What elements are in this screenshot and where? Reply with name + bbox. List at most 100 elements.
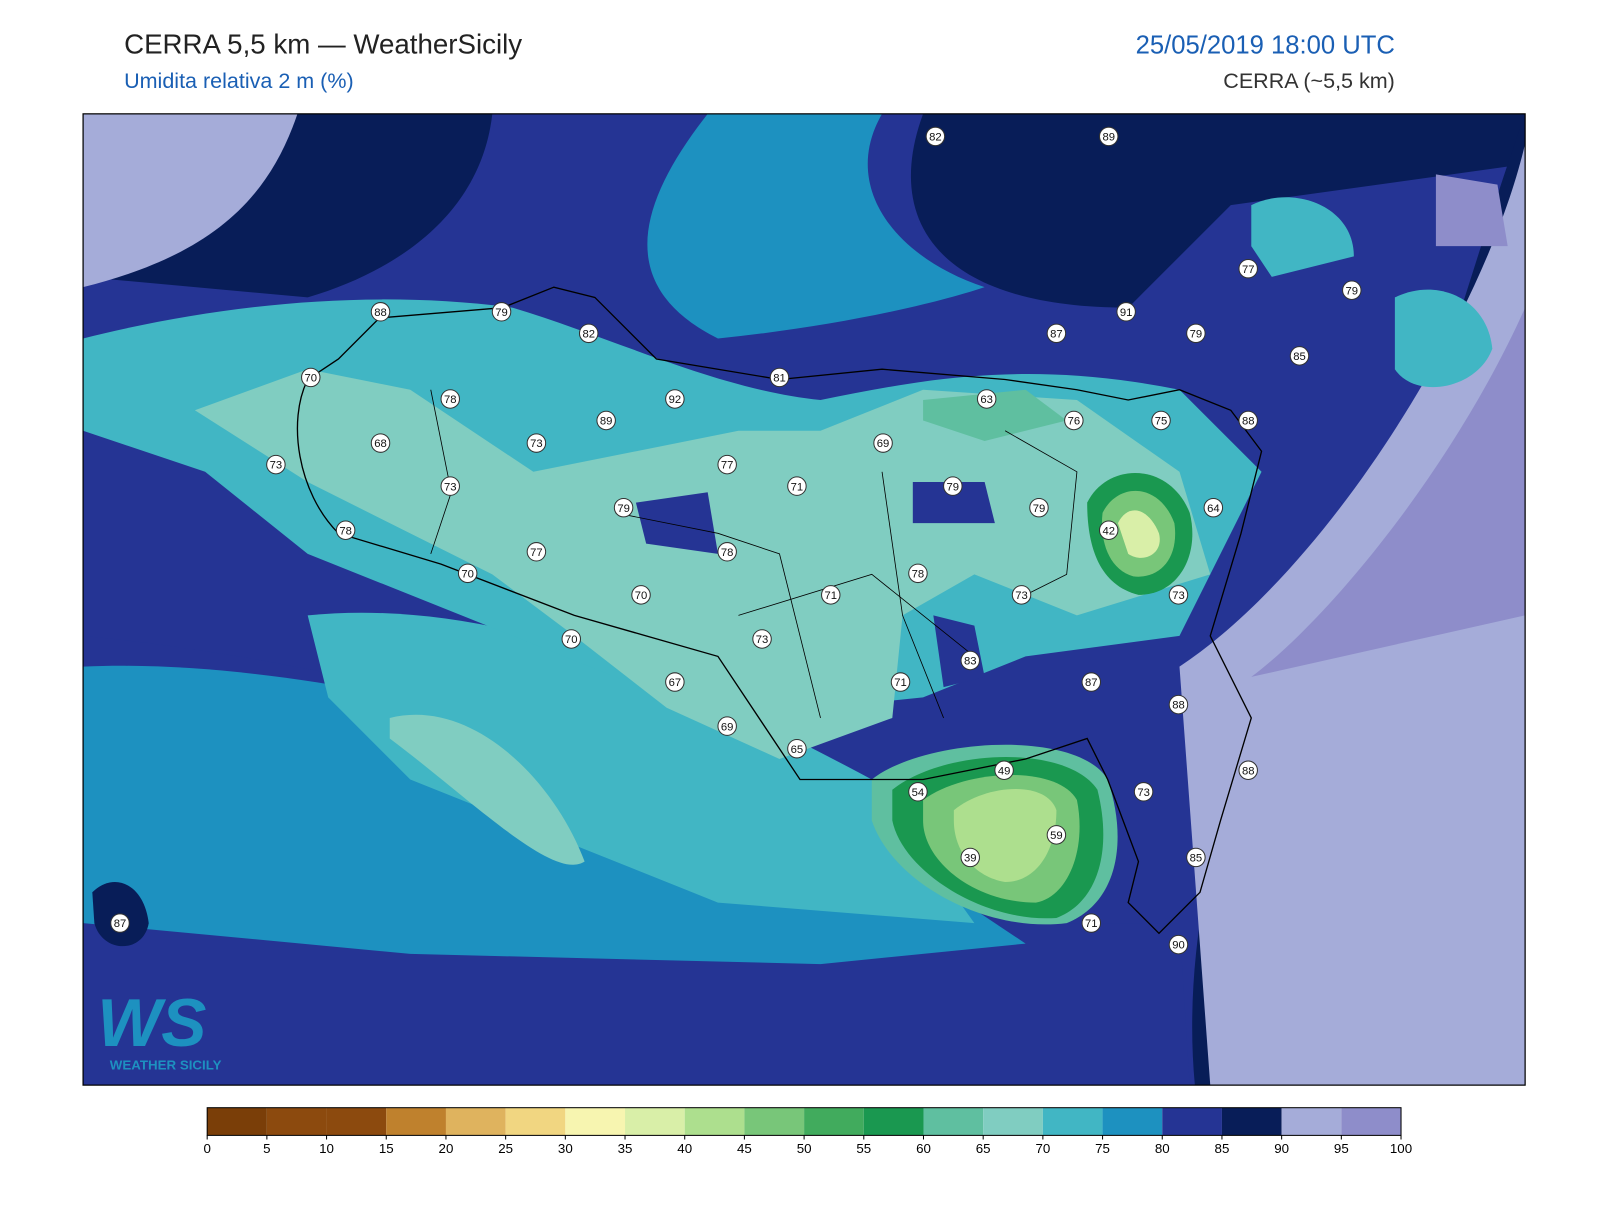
colorbar-segment bbox=[266, 1107, 327, 1136]
station-value: 73 bbox=[530, 438, 543, 450]
station-marker bbox=[1029, 497, 1049, 518]
station-value: 88 bbox=[1172, 700, 1185, 712]
colorbar-tick-label: 30 bbox=[558, 1141, 573, 1156]
station-marker bbox=[908, 782, 928, 802]
station-value: 67 bbox=[669, 677, 682, 689]
logo-text: WEATHER SICILY bbox=[110, 1058, 222, 1073]
station-value: 81 bbox=[773, 373, 786, 385]
station-value: 79 bbox=[1190, 328, 1203, 340]
colorbar-segment bbox=[1042, 1107, 1103, 1136]
station-marker bbox=[1133, 782, 1154, 802]
station-marker bbox=[1186, 323, 1206, 344]
colorbar-segment bbox=[505, 1107, 566, 1136]
station-value: 70 bbox=[635, 590, 648, 602]
station-marker bbox=[457, 563, 478, 584]
station-value: 92 bbox=[669, 394, 682, 406]
station-value: 88 bbox=[1242, 416, 1255, 428]
station-value: 73 bbox=[444, 481, 457, 493]
station-marker bbox=[1151, 410, 1171, 431]
station-marker bbox=[1168, 934, 1189, 955]
colorbar-tick-label: 40 bbox=[677, 1141, 692, 1156]
colorbar-tick-label: 20 bbox=[439, 1141, 454, 1156]
station-marker bbox=[717, 542, 737, 562]
station-marker bbox=[821, 585, 841, 605]
station-value: 75 bbox=[1155, 416, 1168, 428]
station-value: 78 bbox=[721, 547, 734, 559]
station-value: 71 bbox=[894, 677, 907, 689]
station-value: 59 bbox=[1050, 830, 1063, 842]
station-value: 88 bbox=[374, 307, 387, 319]
station-marker bbox=[890, 672, 911, 692]
station-marker bbox=[1098, 520, 1119, 540]
station-marker bbox=[335, 520, 356, 540]
station-value: 73 bbox=[1172, 590, 1185, 602]
colorbar-tick-label: 65 bbox=[976, 1141, 991, 1156]
colorbar-segment bbox=[863, 1107, 924, 1136]
colorbar-segment bbox=[1162, 1107, 1222, 1136]
station-value: 39 bbox=[964, 853, 977, 865]
colorbar-tick-label: 100 bbox=[1390, 1141, 1412, 1156]
station-value: 65 bbox=[791, 744, 804, 756]
station-value: 79 bbox=[495, 307, 508, 319]
colorbar-tick-label: 75 bbox=[1095, 1141, 1110, 1156]
colorbar-tick-label: 35 bbox=[618, 1141, 633, 1156]
station-value: 76 bbox=[1068, 416, 1081, 428]
colorbar-segment bbox=[1281, 1107, 1342, 1136]
station-marker bbox=[631, 585, 651, 605]
colorbar-segment bbox=[923, 1107, 984, 1136]
colorbar-segment bbox=[1341, 1107, 1402, 1136]
station-marker bbox=[1238, 258, 1258, 279]
map-frame bbox=[82, 113, 1526, 1086]
colorbar-segment bbox=[744, 1107, 805, 1136]
station-value: 70 bbox=[461, 568, 474, 580]
colorbar-tick-label: 25 bbox=[498, 1141, 513, 1156]
station-value: 70 bbox=[565, 634, 578, 646]
station-marker bbox=[526, 542, 547, 562]
station-value: 54 bbox=[912, 787, 925, 799]
station-value: 64 bbox=[1207, 503, 1220, 515]
station-labels: 82 89 88 79 82 77 79 91 87 79 85 70 81 92 78 63 76 75 88 89… bbox=[110, 126, 1362, 955]
colorbar-segment bbox=[326, 1107, 387, 1136]
station-marker bbox=[1011, 585, 1032, 605]
station-marker bbox=[491, 302, 512, 322]
subtitle: Umidita relativa 2 m (%) bbox=[124, 69, 354, 93]
station-value: 78 bbox=[912, 568, 925, 580]
station-marker bbox=[665, 672, 685, 692]
station-marker bbox=[960, 650, 980, 671]
colorbar-segment bbox=[983, 1107, 1043, 1136]
station-marker bbox=[1116, 302, 1136, 322]
colorbar-tick-label: 45 bbox=[737, 1141, 752, 1156]
logo-mark: WS bbox=[97, 986, 206, 1061]
station-marker bbox=[1081, 672, 1102, 692]
colorbar-tick-label: 60 bbox=[916, 1141, 931, 1156]
colorbar-tick-label: 50 bbox=[797, 1141, 812, 1156]
station-marker bbox=[110, 913, 130, 933]
station-marker bbox=[440, 476, 460, 496]
colorbar-segment bbox=[804, 1107, 864, 1136]
station-value: 49 bbox=[998, 765, 1011, 777]
station-value: 78 bbox=[339, 525, 352, 537]
station-value: 69 bbox=[721, 721, 734, 733]
colorbar-tick-label: 90 bbox=[1274, 1141, 1289, 1156]
station-value: 79 bbox=[1346, 285, 1359, 297]
station-marker bbox=[1064, 410, 1084, 431]
station-marker bbox=[526, 433, 547, 453]
station-marker bbox=[266, 454, 286, 475]
title: CERRA 5,5 km — WeatherSicily bbox=[124, 28, 522, 59]
station-marker bbox=[596, 410, 616, 431]
station-value: 78 bbox=[444, 394, 457, 406]
station-value: 89 bbox=[1102, 132, 1115, 144]
station-marker bbox=[908, 563, 928, 584]
station-value: 77 bbox=[1242, 264, 1255, 276]
colorbar-tick-label: 5 bbox=[263, 1141, 270, 1156]
station-value: 82 bbox=[582, 328, 595, 340]
station-value: 71 bbox=[1085, 918, 1098, 930]
colorbar-segment bbox=[625, 1107, 685, 1136]
station-value: 73 bbox=[756, 634, 769, 646]
colorbar-tick-label: 95 bbox=[1334, 1141, 1349, 1156]
colorbar-tick-label: 85 bbox=[1215, 1141, 1230, 1156]
station-marker bbox=[370, 433, 391, 453]
colorbar-segment bbox=[386, 1107, 446, 1136]
station-marker bbox=[873, 433, 893, 453]
